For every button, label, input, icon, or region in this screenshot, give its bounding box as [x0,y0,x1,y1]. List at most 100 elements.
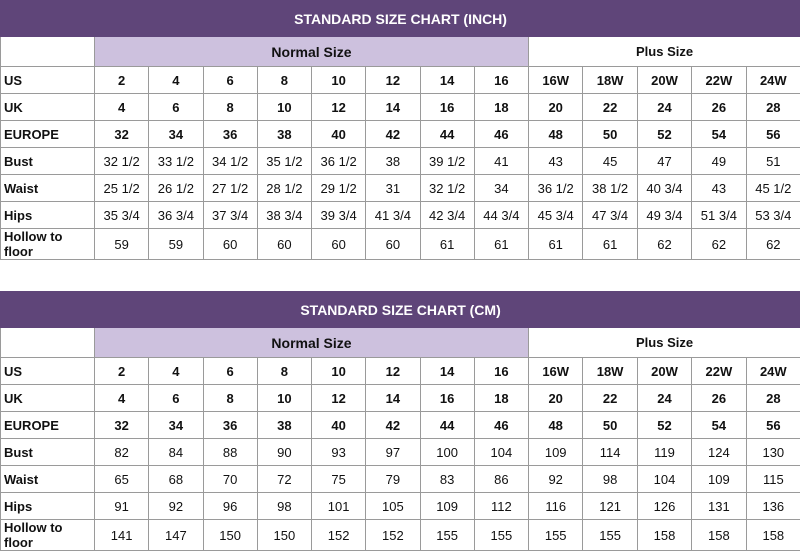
size-cell: 18 [474,385,528,412]
size-cell: 24W [746,67,800,94]
size-cell: 12 [366,67,420,94]
size-cell: 20 [529,94,583,121]
size-cell: 98 [257,493,311,520]
row-label: Waist [1,175,95,202]
size-cell: 38 [366,148,420,175]
size-cell: 56 [746,412,800,439]
size-cell: 10 [312,67,366,94]
size-cell: 52 [637,121,691,148]
size-cell: 40 [312,412,366,439]
size-cell: 34 [474,175,528,202]
size-cell: 147 [149,520,203,551]
size-cell: 25 1/2 [95,175,149,202]
size-cell: 20W [637,358,691,385]
size-cell: 155 [474,520,528,551]
size-cell: 16W [529,358,583,385]
size-cell: 12 [366,358,420,385]
size-cell: 4 [149,67,203,94]
size-cell: 46 [474,412,528,439]
size-cell: 36 3/4 [149,202,203,229]
size-cell: 100 [420,439,474,466]
empty-corner [1,328,95,358]
empty-corner [1,37,95,67]
size-cell: 2 [95,67,149,94]
size-cell: 8 [203,94,257,121]
size-cell: 35 3/4 [95,202,149,229]
size-cell: 109 [529,439,583,466]
row-label: Bust [1,439,95,466]
size-cell: 8 [257,358,311,385]
size-cell: 126 [637,493,691,520]
size-cell: 6 [203,67,257,94]
size-cell: 82 [95,439,149,466]
size-cell: 12 [312,385,366,412]
size-cell: 104 [474,439,528,466]
row-label: Hollow to floor [1,520,95,551]
size-cell: 16W [529,67,583,94]
size-cell: 150 [203,520,257,551]
size-cell: 2 [95,358,149,385]
size-cell: 8 [257,67,311,94]
size-cell: 22W [692,358,746,385]
size-cell: 34 1/2 [203,148,257,175]
size-cell: 24W [746,358,800,385]
size-cell: 38 1/2 [583,175,637,202]
size-cell: 50 [583,121,637,148]
size-cell: 32 [95,121,149,148]
size-cell: 61 [529,229,583,260]
size-cell: 83 [420,466,474,493]
size-cell: 31 [366,175,420,202]
size-cell: 105 [366,493,420,520]
size-cell: 121 [583,493,637,520]
size-cell: 62 [637,229,691,260]
chart-title: STANDARD SIZE CHART (CM) [1,292,800,328]
size-cell: 14 [420,67,474,94]
size-cell: 34 [149,121,203,148]
size-cell: 18W [583,67,637,94]
size-cell: 92 [149,493,203,520]
size-cell: 116 [529,493,583,520]
size-cell: 47 3/4 [583,202,637,229]
size-cell: 32 1/2 [95,148,149,175]
size-cell: 61 [583,229,637,260]
size-cell: 79 [366,466,420,493]
size-cell: 158 [692,520,746,551]
size-cell: 10 [312,358,366,385]
size-cell: 43 [529,148,583,175]
size-cell: 152 [312,520,366,551]
size-cell: 56 [746,121,800,148]
size-cell: 51 3/4 [692,202,746,229]
size-cell: 42 [366,121,420,148]
size-cell: 38 [257,121,311,148]
size-cell: 22W [692,67,746,94]
size-cell: 40 [312,121,366,148]
size-cell: 61 [474,229,528,260]
size-cell: 86 [474,466,528,493]
size-cell: 155 [583,520,637,551]
size-cell: 115 [746,466,800,493]
size-cell: 14 [420,358,474,385]
size-cell: 33 1/2 [149,148,203,175]
size-cell: 119 [637,439,691,466]
size-cell: 43 [692,175,746,202]
row-label: US [1,67,95,94]
size-cell: 88 [203,439,257,466]
size-cell: 36 [203,121,257,148]
size-cell: 42 3/4 [420,202,474,229]
size-cell: 14 [366,385,420,412]
size-cell: 32 1/2 [420,175,474,202]
normal-size-header: Normal Size [95,37,529,67]
size-cell: 158 [637,520,691,551]
size-cell: 26 [692,94,746,121]
size-cell: 101 [312,493,366,520]
size-cell: 155 [529,520,583,551]
